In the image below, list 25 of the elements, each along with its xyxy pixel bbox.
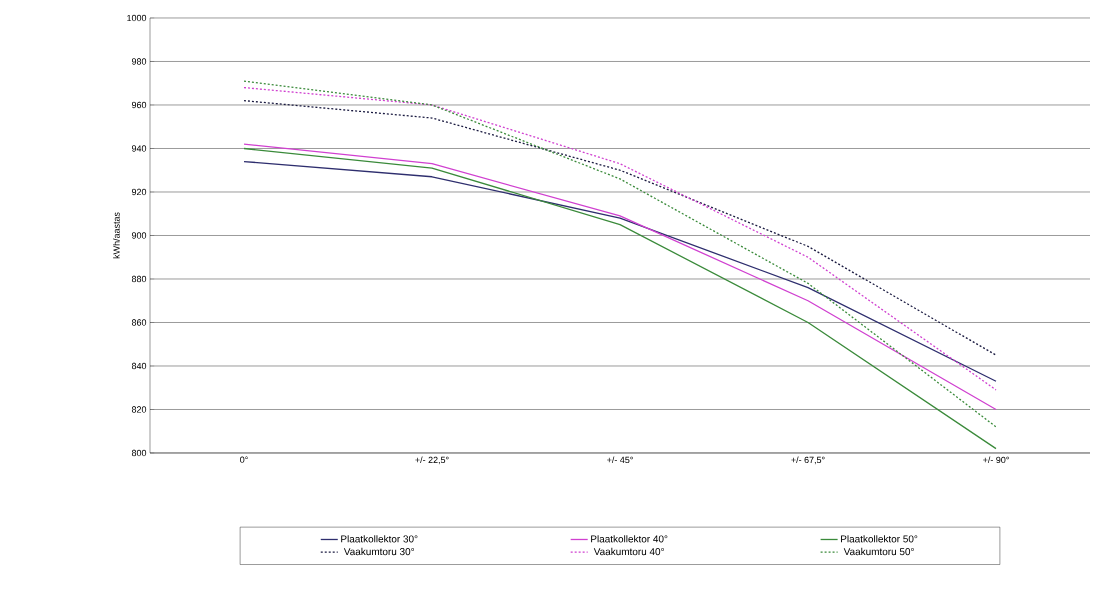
x-tick-label: 0° — [240, 456, 248, 463]
y-axis-title: kWh/aastas — [113, 212, 120, 259]
legend-label: Plaatkollektor 40° — [591, 535, 668, 543]
legend-label: Plaatkollektor 50° — [841, 535, 918, 543]
y-tick-label: 900 — [131, 232, 147, 239]
x-tick-label: +/- 45° — [607, 456, 633, 464]
line-series — [243, 160, 997, 382]
y-tick-label: 800 — [131, 449, 147, 457]
y-tick-label: 920 — [131, 188, 147, 196]
legend-label: Vaakumtoru 30° — [343, 547, 415, 556]
y-tick-label: 880 — [131, 275, 147, 283]
x-tick-label: +/- 90° — [983, 456, 1009, 464]
legend-label: Plaatkollektor 30° — [341, 535, 418, 543]
y-tick-label: 960 — [131, 101, 147, 109]
y-tick-label: 860 — [131, 319, 147, 326]
y-tick-label: 940 — [131, 145, 147, 152]
legend-label: Vaakumtoru 40° — [593, 547, 664, 556]
y-tick-label: 840 — [131, 362, 147, 370]
x-tick-label: +/- 67,5° — [791, 456, 825, 465]
y-tick-label: 1000 — [127, 14, 147, 22]
x-tick-label: +/- 22,5° — [415, 456, 449, 465]
legend-label: Vaakumtoru 50° — [843, 547, 914, 556]
y-tick-label: 980 — [131, 58, 147, 65]
y-tick-label: 820 — [131, 406, 147, 413]
line-series — [243, 99, 997, 356]
